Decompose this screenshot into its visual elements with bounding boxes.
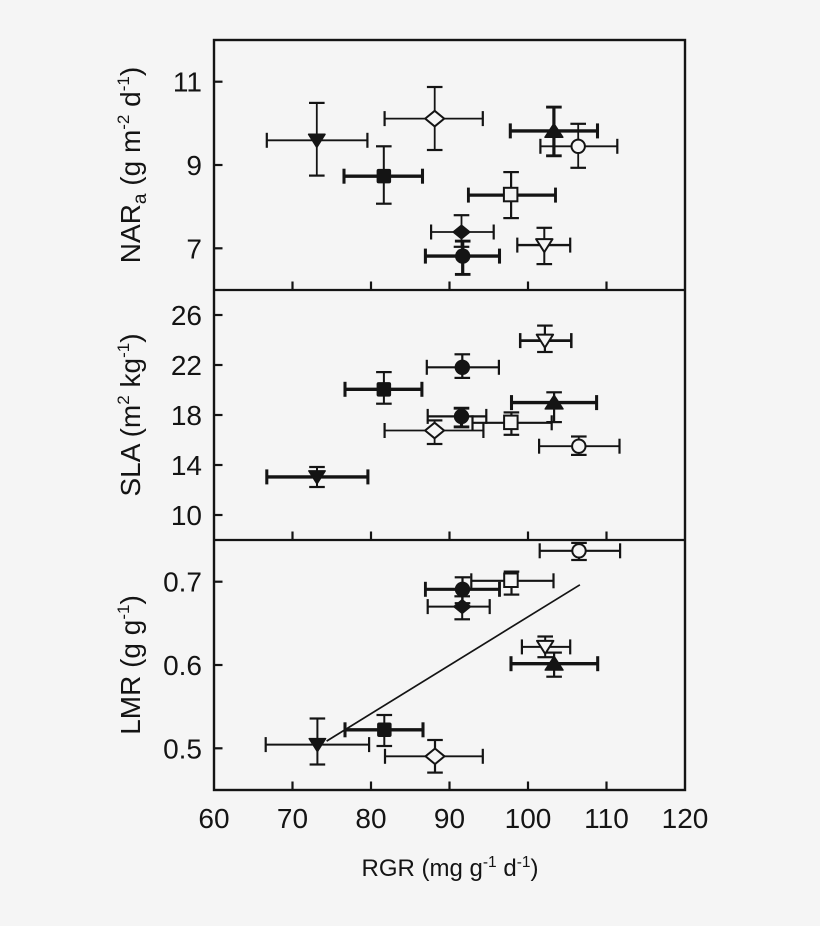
svg-text:26: 26	[171, 300, 202, 331]
svg-text:LMR (g g-1): LMR (g g-1)	[114, 595, 146, 735]
svg-text:11: 11	[173, 67, 202, 98]
svg-text:10: 10	[171, 500, 202, 531]
svg-text:NARa (g m-2 d-1): NARa (g m-2 d-1)	[114, 67, 151, 263]
svg-text:0.7: 0.7	[163, 567, 202, 598]
svg-text:18: 18	[171, 400, 202, 431]
svg-text:60: 60	[198, 803, 229, 834]
svg-text:100: 100	[505, 803, 552, 834]
svg-text:SLA (m2 kg-1): SLA (m2 kg-1)	[114, 333, 146, 496]
svg-text:RGR (mg g-1 d-1): RGR (mg g-1 d-1)	[362, 854, 539, 882]
svg-text:9: 9	[186, 150, 202, 181]
svg-text:0.5: 0.5	[163, 733, 202, 764]
svg-text:90: 90	[434, 803, 465, 834]
svg-text:110: 110	[584, 803, 629, 834]
svg-text:80: 80	[355, 803, 386, 834]
svg-text:22: 22	[171, 350, 202, 381]
svg-text:7: 7	[186, 233, 202, 264]
svg-text:0.6: 0.6	[163, 650, 202, 681]
svg-text:120: 120	[662, 803, 709, 834]
svg-text:14: 14	[171, 450, 202, 481]
svg-text:70: 70	[277, 803, 308, 834]
